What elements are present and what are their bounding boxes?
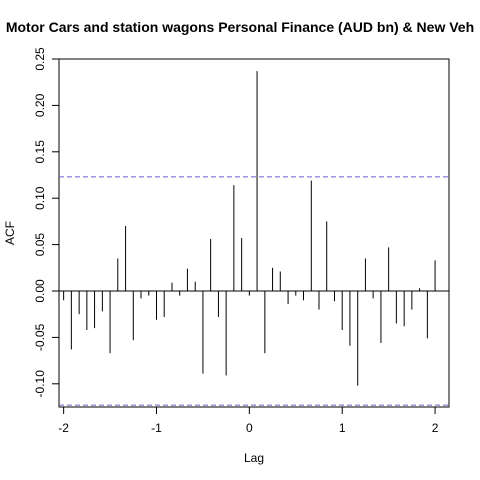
y-tick-label: 0.00 <box>33 279 47 303</box>
x-axis-label: Lag <box>244 451 264 465</box>
y-tick-label: 0.25 <box>33 47 47 71</box>
y-tick-label: 0.15 <box>33 140 47 164</box>
y-tick-label: 0.20 <box>33 93 47 117</box>
y-tick-label: 0.10 <box>33 186 47 210</box>
x-tick-label: -2 <box>58 421 69 435</box>
x-tick-label: 0 <box>246 421 253 435</box>
y-tick-label: -0.05 <box>33 323 47 351</box>
plot-frame <box>58 58 450 408</box>
y-axis-label: ACF <box>3 221 17 245</box>
confidence-bounds <box>59 176 449 406</box>
chart-title: Motor Cars and station wagons Personal F… <box>6 19 474 35</box>
y-tick-label: -0.10 <box>33 370 47 398</box>
y-tick-label: 0.05 <box>33 233 47 257</box>
x-axis: -2 -1 0 1 2 <box>58 407 439 435</box>
x-tick-label: 2 <box>432 421 439 435</box>
acf-bars <box>63 71 436 386</box>
y-axis: -0.10 -0.05 0.00 0.05 0.10 0.15 0.20 0.25 <box>33 47 59 397</box>
x-tick-label: -1 <box>151 421 162 435</box>
x-tick-label: 1 <box>339 421 346 435</box>
